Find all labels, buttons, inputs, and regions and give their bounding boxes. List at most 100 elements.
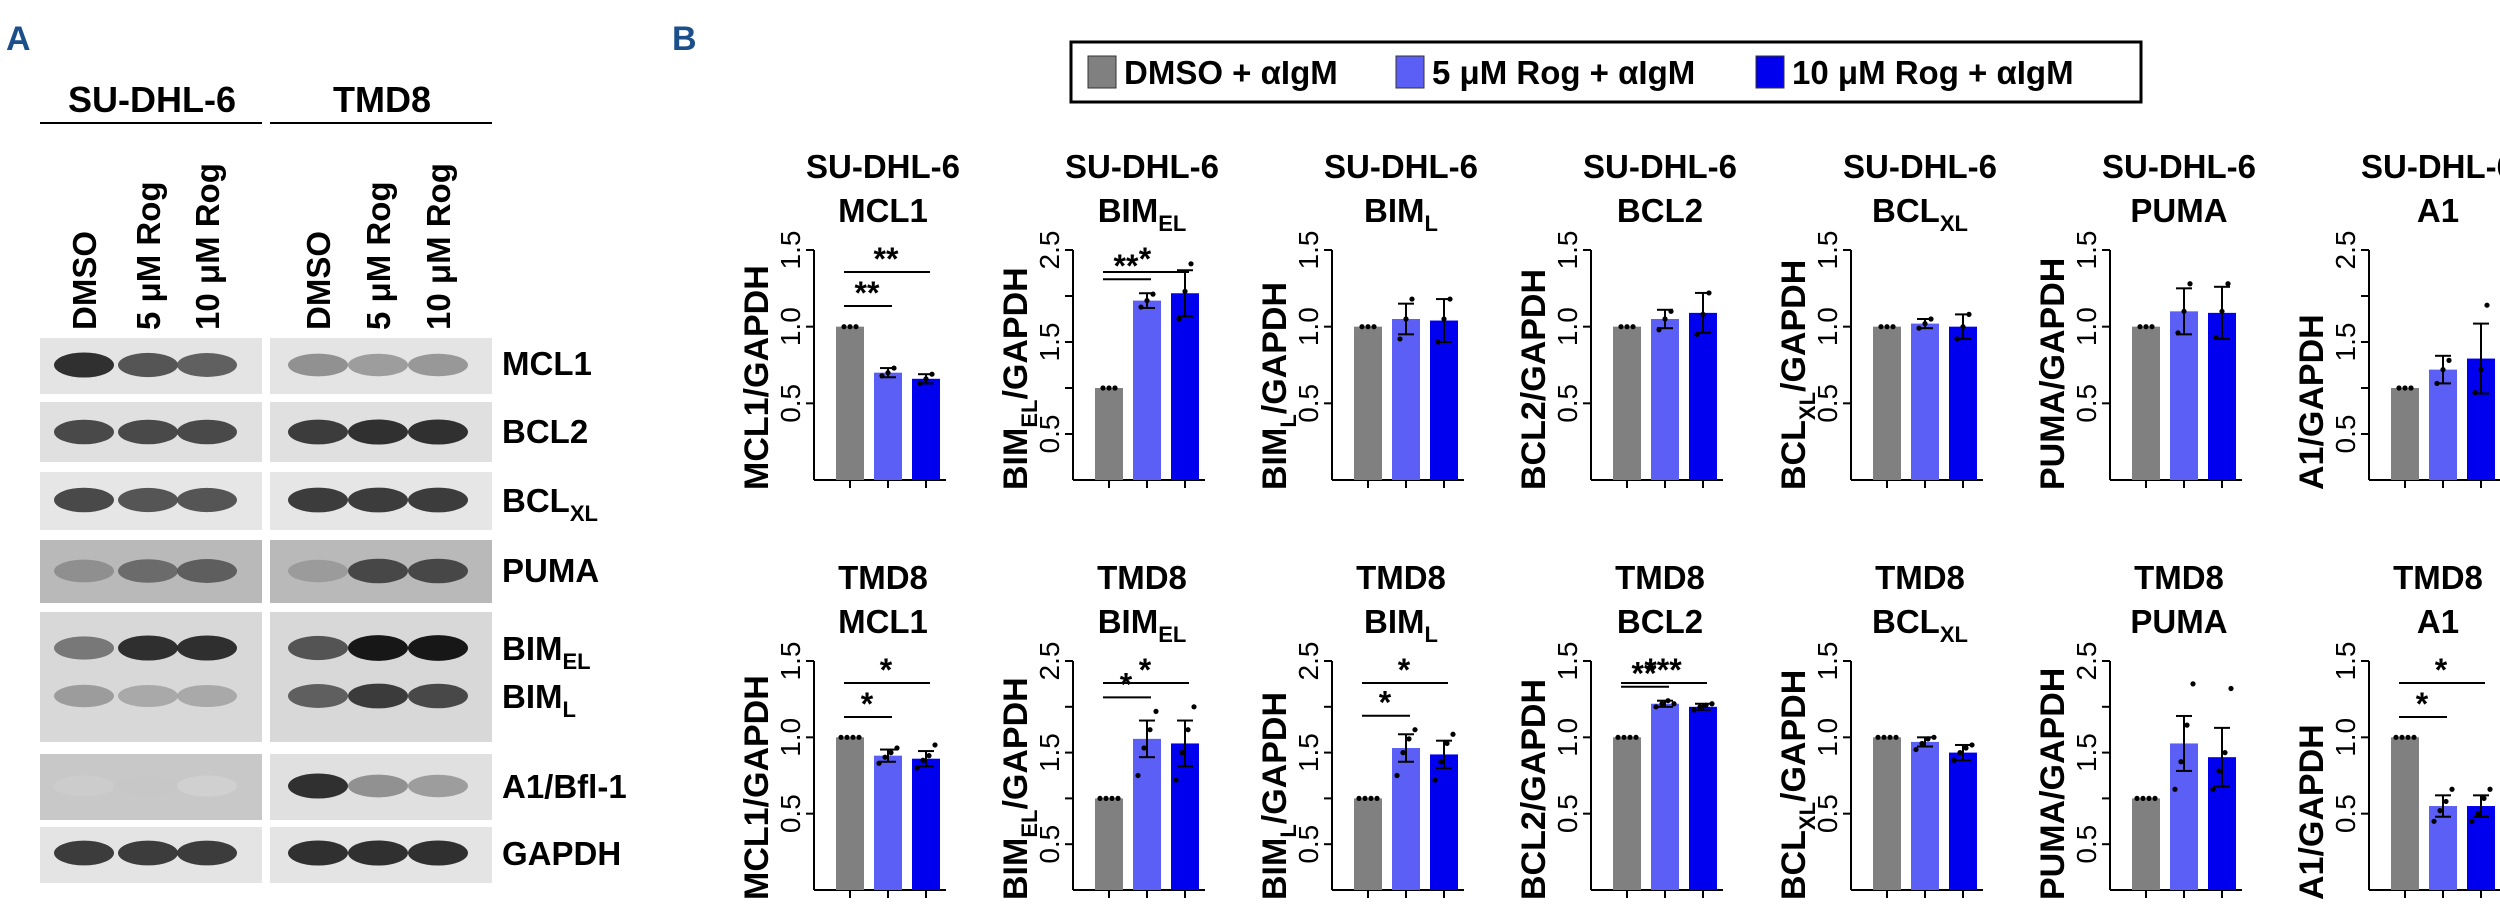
- bar: [1613, 737, 1641, 890]
- protein-band: [288, 353, 348, 377]
- data-point: [1394, 772, 1400, 779]
- data-point: [1356, 795, 1362, 802]
- data-point: [1109, 795, 1115, 802]
- data-point: [2475, 811, 2481, 817]
- bar: [2429, 369, 2457, 480]
- y-tick-label: 1.0: [1552, 718, 1583, 757]
- data-point: [1138, 304, 1144, 310]
- data-point: [1969, 742, 1975, 748]
- chart-title: SU-DHL-6: [1583, 148, 1737, 185]
- data-point: [1887, 734, 1893, 740]
- bar: [1949, 752, 1977, 890]
- data-point: [1362, 795, 1368, 802]
- lane-label: 5 μM Rog: [130, 181, 167, 330]
- data-point: [2137, 324, 2143, 330]
- data-point: [2187, 281, 2193, 287]
- y-tick-label: 1.5: [1034, 323, 1065, 362]
- chart-title: SU-DHL-6: [1843, 148, 1997, 185]
- data-point: [2443, 798, 2449, 805]
- chart-title: TMD8: [1875, 559, 1965, 596]
- bar: [2132, 798, 2160, 890]
- protein-band: [348, 487, 408, 513]
- bar: [1171, 743, 1199, 890]
- protein-band: [408, 774, 468, 798]
- data-point: [1141, 745, 1147, 751]
- data-point: [1147, 727, 1153, 733]
- data-point: [2408, 385, 2414, 391]
- protein-band: [177, 775, 237, 797]
- bar-chart: SU-DHL-6 BIML 0.5 1.0 1.5 BIML/GAPDH: [1256, 148, 1478, 490]
- protein-band: [118, 775, 178, 797]
- data-point: [2228, 685, 2234, 692]
- bar: [2132, 326, 2160, 480]
- y-axis-label: BIML/GAPDH: [1256, 282, 1301, 490]
- data-point: [1665, 698, 1671, 704]
- data-point: [2402, 385, 2408, 391]
- legend-swatch: [1755, 55, 1785, 89]
- data-point: [2487, 786, 2493, 792]
- chart-subtitle: A1: [2417, 603, 2459, 640]
- protein-band: [177, 559, 237, 583]
- data-point: [1697, 704, 1703, 710]
- data-point: [2175, 330, 2181, 336]
- data-point: [1662, 316, 1668, 322]
- data-point: [917, 380, 923, 386]
- bar: [1133, 300, 1161, 480]
- data-point: [1925, 736, 1931, 742]
- data-point: [1176, 316, 1182, 322]
- y-axis-label: BIMEL/GAPDH: [997, 267, 1042, 490]
- data-point: [882, 754, 888, 760]
- significance-label: **: [855, 275, 880, 311]
- chart-subtitle: BIMEL: [1098, 192, 1187, 236]
- y-tick-label: 1.5: [1812, 231, 1843, 270]
- bar: [2208, 312, 2236, 480]
- protein-band: [348, 635, 408, 661]
- data-point: [1368, 795, 1374, 802]
- data-point: [1960, 324, 1966, 330]
- y-tick-label: 1.5: [1034, 733, 1065, 772]
- protein-band: [118, 684, 178, 708]
- y-tick-label: 2.5: [2330, 231, 2361, 270]
- data-point: [1691, 707, 1697, 713]
- data-point: [2437, 808, 2443, 814]
- cell-line-header: TMD8: [333, 79, 431, 120]
- data-point: [1097, 795, 1103, 802]
- y-tick-label: 0.5: [2330, 415, 2361, 454]
- data-point: [2146, 795, 2152, 802]
- data-point: [888, 750, 894, 756]
- data-point: [2178, 759, 2184, 765]
- y-tick-label: 1.0: [1552, 307, 1583, 346]
- protein-band: [54, 775, 114, 797]
- bar: [1873, 326, 1901, 480]
- western-blot-panel: SU-DHL-6 TMD8 DMSO 5 μM Rog 10 μM Rog DMSO 5 μ…: [40, 79, 627, 883]
- protein-band: [348, 558, 408, 584]
- y-axis-label: PUMA/GAPDH: [2034, 258, 2072, 490]
- y-axis-label: PUMA/GAPDH: [2034, 668, 2072, 900]
- bar: [912, 758, 940, 890]
- data-point: [920, 757, 926, 763]
- data-point: [1951, 757, 1957, 763]
- bar: [874, 372, 902, 480]
- y-tick-label: 0.5: [1293, 384, 1324, 423]
- data-point: [1694, 331, 1700, 337]
- y-tick-label: 0.5: [1034, 825, 1065, 864]
- y-axis-label: BCLXL/GAPDH: [1775, 260, 1820, 490]
- y-tick-label: 1.5: [1293, 733, 1324, 772]
- protein-band: [54, 352, 114, 378]
- data-point: [1881, 734, 1887, 740]
- protein-band: [177, 419, 237, 445]
- band-label: A1/Bfl-1: [502, 768, 627, 805]
- bar: [1613, 326, 1641, 480]
- bar: [1873, 737, 1901, 890]
- data-point: [1365, 324, 1371, 330]
- data-point: [1890, 324, 1896, 330]
- data-point: [1450, 731, 1456, 737]
- data-point: [2405, 734, 2411, 740]
- lane-label: 10 μM Rog: [189, 163, 226, 330]
- significance-label: *: [2435, 652, 2448, 688]
- y-tick-label: 1.0: [775, 718, 806, 757]
